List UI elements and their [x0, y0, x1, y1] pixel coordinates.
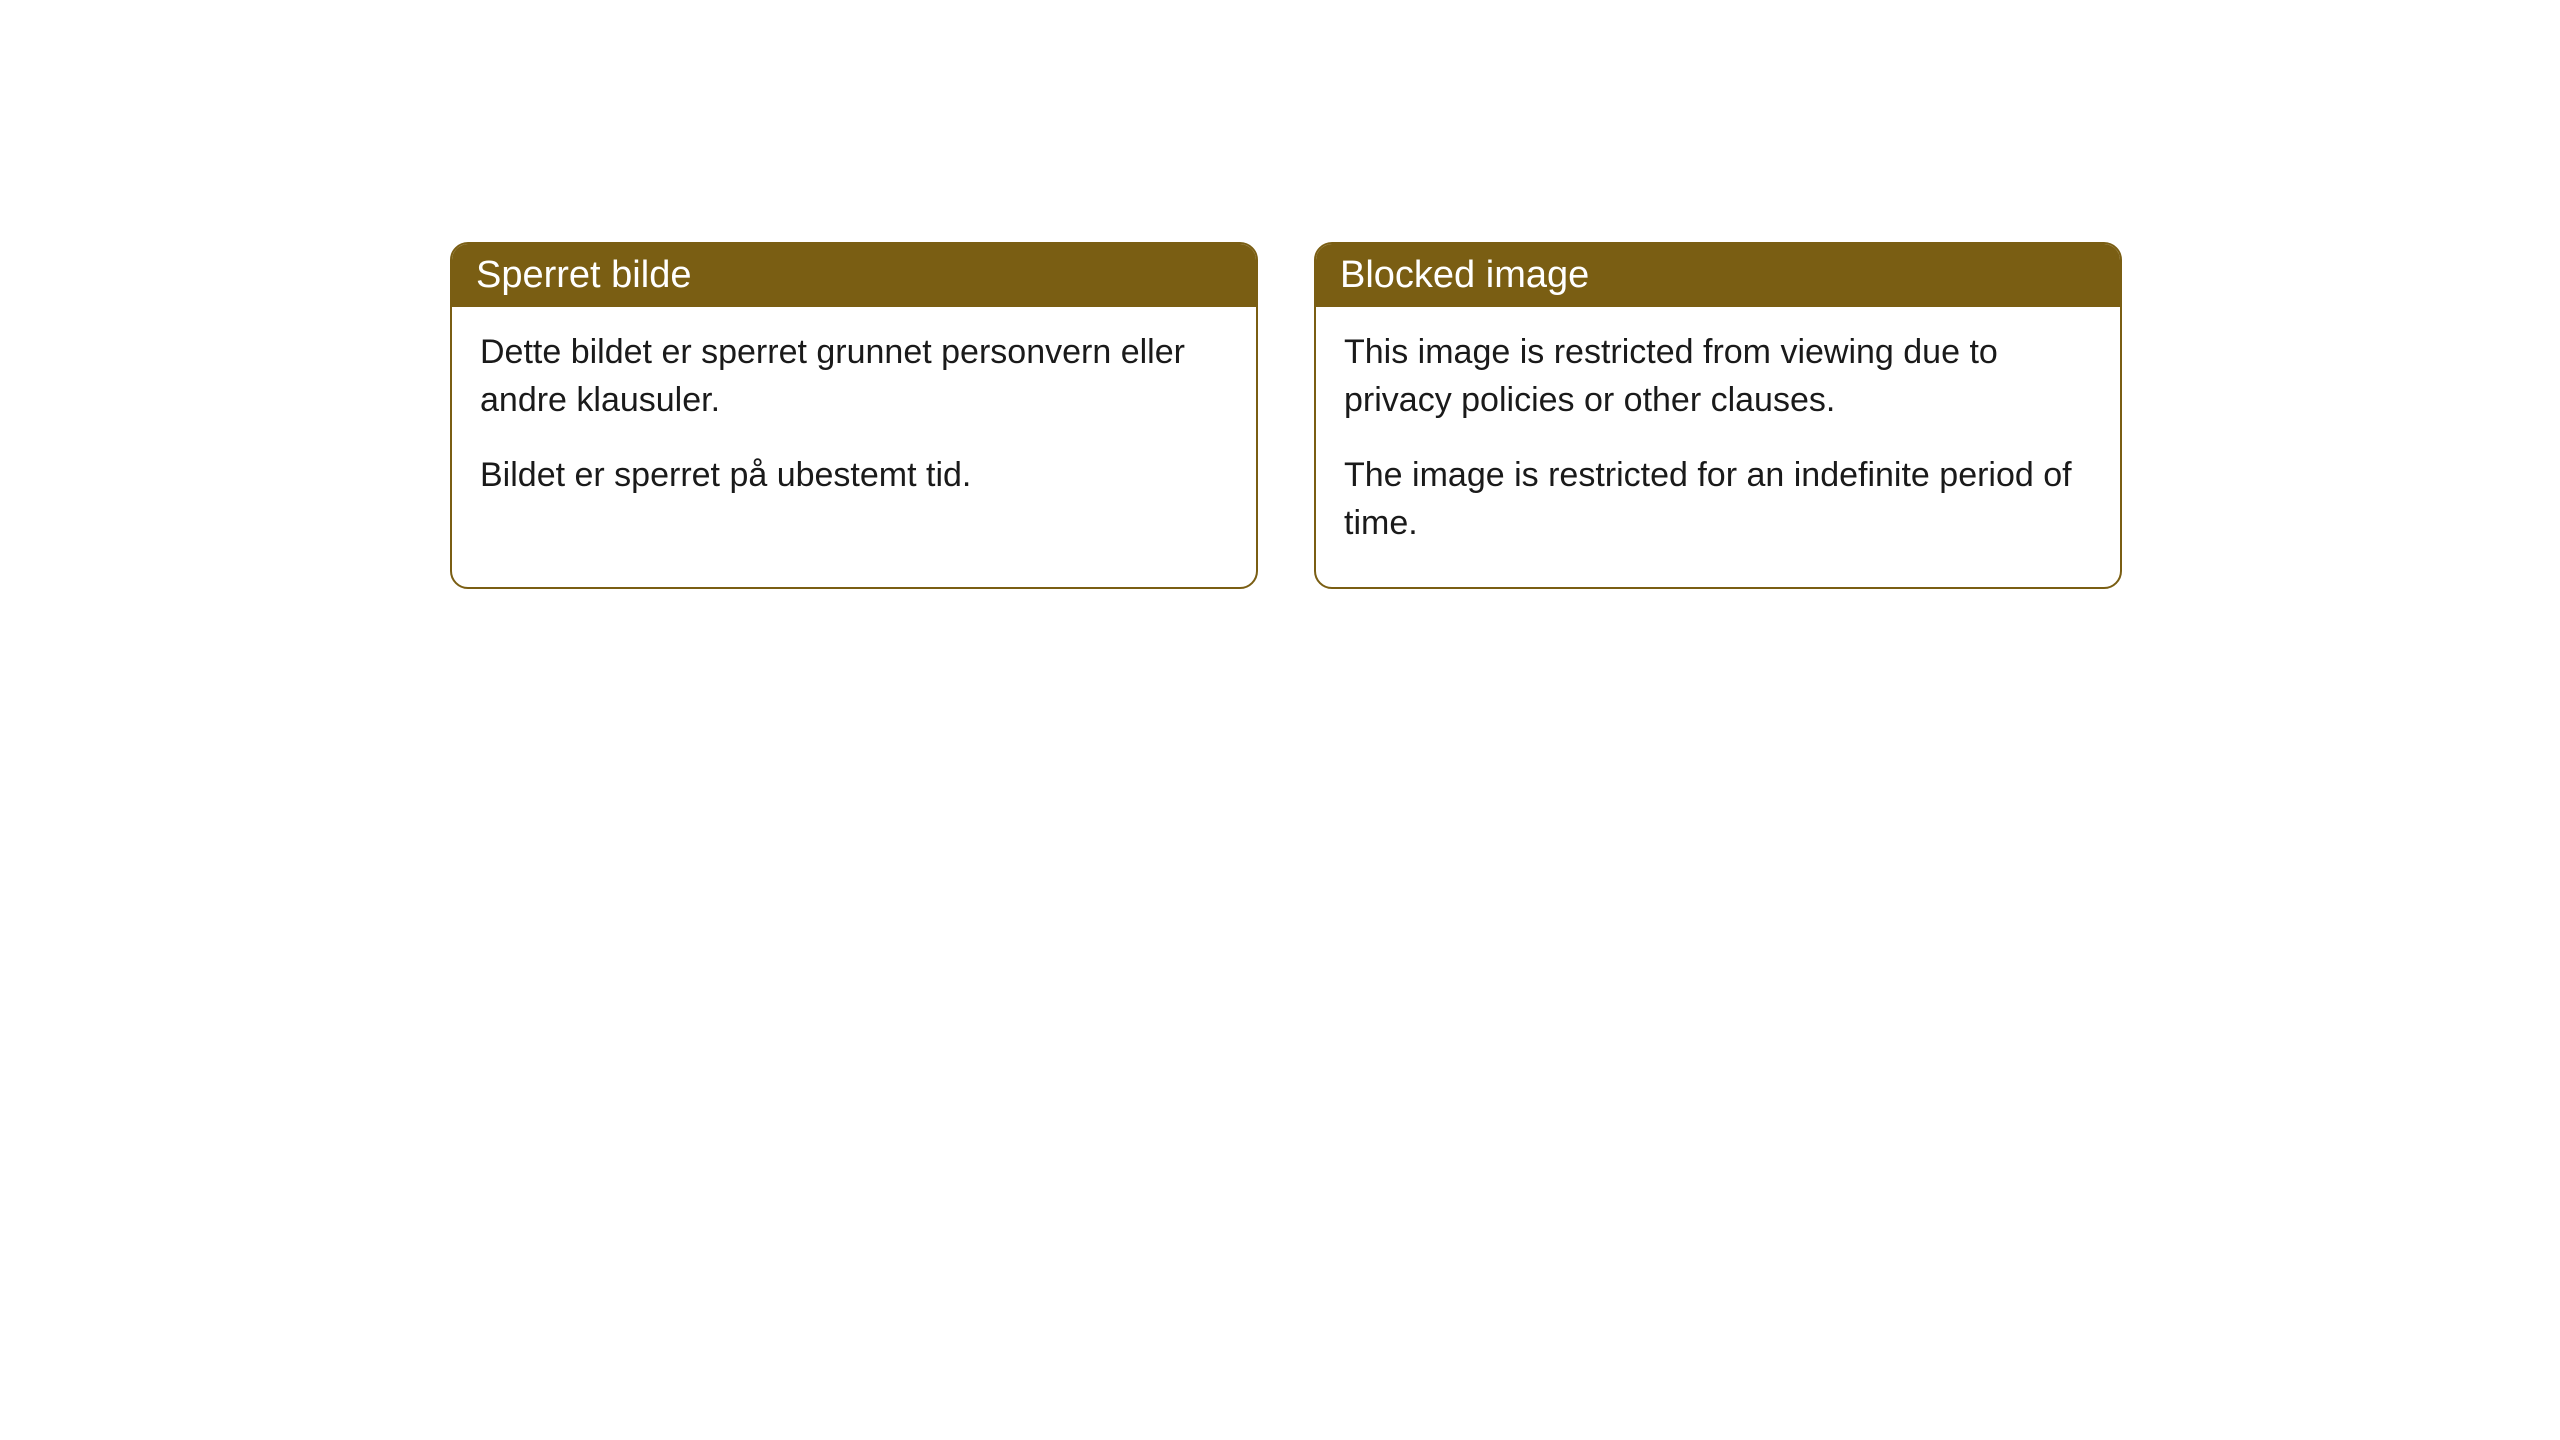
card-text-norwegian-2: Bildet er sperret på ubestemt tid. [480, 452, 1228, 500]
card-header-norwegian: Sperret bilde [452, 244, 1256, 307]
card-text-norwegian-1: Dette bildet er sperret grunnet personve… [480, 329, 1228, 424]
blocked-image-card-english: Blocked image This image is restricted f… [1314, 242, 2122, 589]
card-header-english: Blocked image [1316, 244, 2120, 307]
card-body-norwegian: Dette bildet er sperret grunnet personve… [452, 307, 1256, 540]
blocked-image-card-norwegian: Sperret bilde Dette bildet er sperret gr… [450, 242, 1258, 589]
notice-cards-container: Sperret bilde Dette bildet er sperret gr… [450, 242, 2122, 589]
card-body-english: This image is restricted from viewing du… [1316, 307, 2120, 587]
card-text-english-1: This image is restricted from viewing du… [1344, 329, 2092, 424]
card-text-english-2: The image is restricted for an indefinit… [1344, 452, 2092, 547]
